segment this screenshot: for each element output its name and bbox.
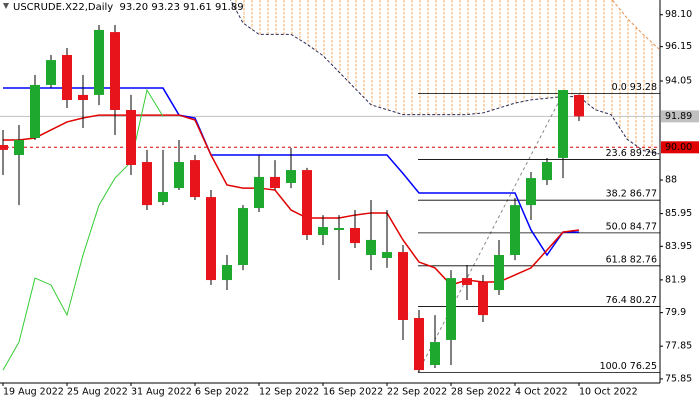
- candle-body: [94, 29, 104, 95]
- candle-body: [78, 94, 88, 101]
- price-box: [661, 110, 699, 123]
- x-tick-label: 16 Sep 2022: [323, 387, 383, 398]
- candle-body: [574, 94, 584, 117]
- y-tick-label: 88: [665, 175, 677, 186]
- candle-body: [254, 176, 264, 209]
- candle-body: [206, 197, 216, 281]
- candle-body: [366, 239, 376, 256]
- y-tick-label: 96.15: [665, 41, 692, 52]
- x-tick-label: 19 Aug 2022: [3, 387, 64, 398]
- y-tick-label: 94.05: [665, 76, 692, 87]
- candle-body: [30, 84, 40, 138]
- y-tick-label: 75.85: [665, 373, 692, 384]
- candle-body: [0, 145, 8, 150]
- fib-label: 50.0 84.77: [606, 221, 657, 232]
- candle-body: [222, 264, 232, 281]
- fib-label: 100.0 76.25: [600, 361, 657, 372]
- candle-body: [558, 90, 568, 158]
- candle-body: [446, 278, 456, 340]
- x-tick-label: 12 Sep 2022: [259, 387, 319, 398]
- candle-body: [126, 109, 136, 165]
- candle-body: [494, 255, 504, 291]
- candle-body: [462, 278, 472, 285]
- fib-label: 76.4 80.27: [606, 295, 657, 306]
- candle-body: [14, 139, 24, 156]
- y-tick-label: 98.10: [665, 9, 692, 20]
- candle-body: [46, 60, 56, 85]
- candle-body: [430, 342, 440, 365]
- candle-body: [190, 160, 200, 198]
- price-box-label: 91.89: [665, 111, 692, 122]
- fib-label: 23.6 89.26: [606, 148, 657, 159]
- x-tick-label: 4 Oct 2022: [515, 387, 568, 398]
- candle-body: [302, 170, 312, 236]
- candle-body: [62, 54, 72, 101]
- candle-body: [350, 227, 360, 244]
- x-tick-label: 31 Aug 2022: [131, 387, 192, 398]
- y-tick-label: 77.85: [665, 341, 692, 352]
- cloud-span-a: [229, 0, 660, 155]
- candle-body: [398, 252, 408, 320]
- candle-body: [414, 318, 424, 371]
- x-tick-label: 6 Sep 2022: [195, 387, 249, 398]
- candle-body: [142, 162, 152, 206]
- candle-body: [318, 227, 328, 236]
- candle-body: [286, 170, 296, 183]
- price-box-label: 90.00: [665, 142, 692, 153]
- y-tick-label: 83.95: [665, 241, 692, 252]
- x-tick-label: 28 Sep 2022: [451, 387, 511, 398]
- x-tick-label: 10 Oct 2022: [579, 387, 638, 398]
- candle-body: [238, 208, 248, 265]
- price-box: [661, 141, 699, 154]
- x-tick-label: 22 Sep 2022: [387, 387, 447, 398]
- fib-label: 38.2 86.77: [606, 189, 657, 200]
- indicator-line: [2, 88, 164, 371]
- candle-body: [478, 282, 488, 316]
- y-tick-label: 81.9: [665, 274, 686, 285]
- candle-body: [542, 162, 552, 181]
- fib-label: 0.0 93.28: [612, 82, 657, 93]
- x-tick-label: 25 Aug 2022: [67, 387, 128, 398]
- title-icon: [3, 3, 9, 9]
- candle-body: [334, 227, 344, 230]
- plot-area: [0, 0, 660, 373]
- candle-body: [158, 191, 168, 202]
- candle-body: [110, 32, 120, 110]
- cloud-area: [230, 0, 659, 154]
- candle-body: [270, 176, 280, 189]
- candle-body: [526, 178, 536, 206]
- candle-body: [510, 205, 520, 256]
- candle-body: [174, 162, 184, 189]
- candle-body: [382, 252, 392, 258]
- chart-title: USCRUDE.X22,Daily 93.20 93.23 91.61 91.8…: [13, 2, 244, 13]
- y-tick-label: 85.95: [665, 208, 692, 219]
- fib-label: 61.8 82.76: [606, 254, 657, 265]
- y-tick-label: 79.9: [665, 307, 686, 318]
